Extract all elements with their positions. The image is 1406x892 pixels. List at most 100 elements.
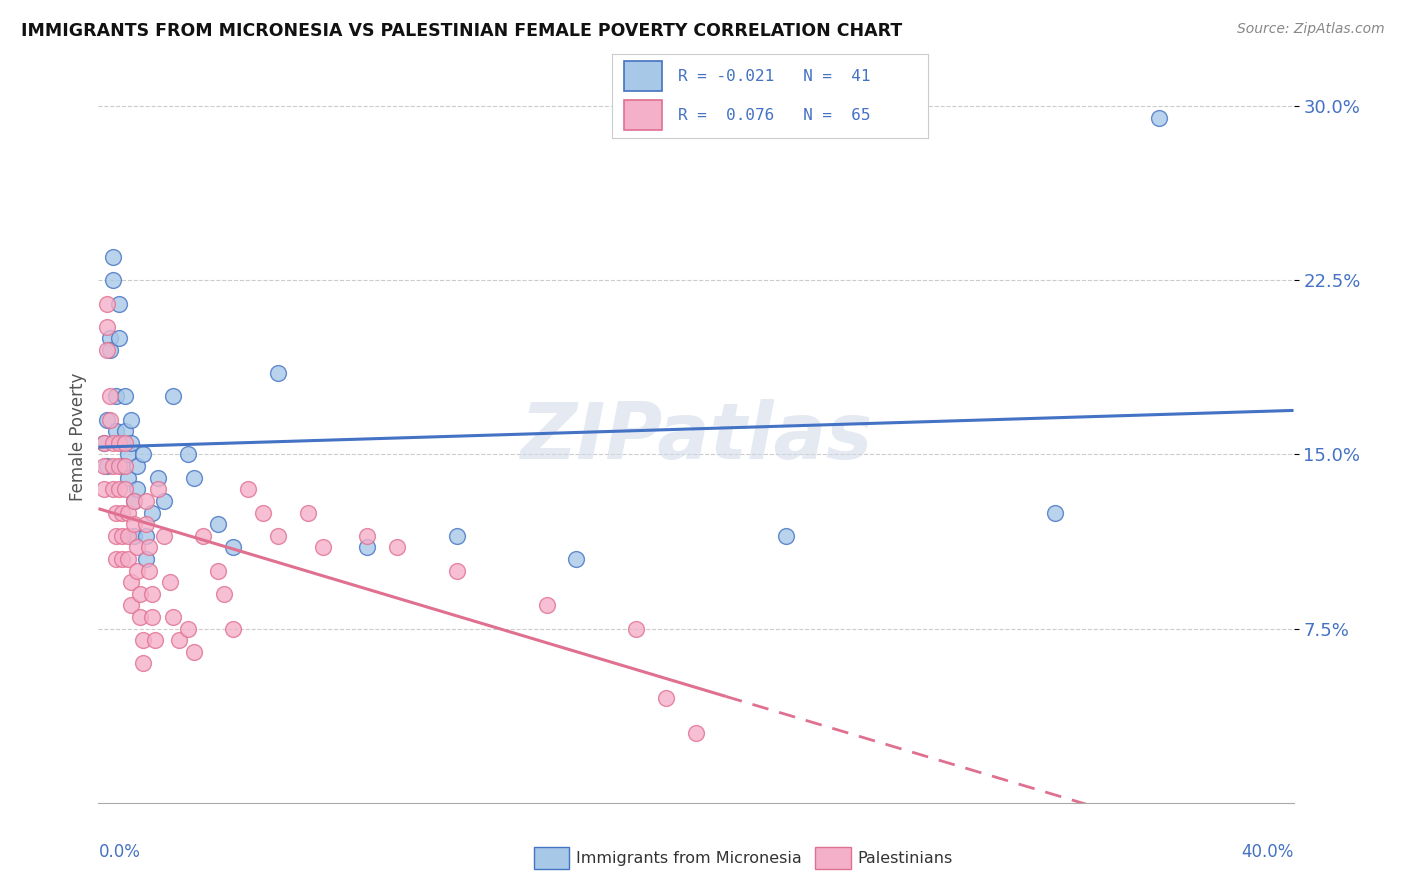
Point — [96, 459, 118, 474]
Point — [1147, 111, 1170, 125]
Text: R =  0.076   N =  65: R = 0.076 N = 65 — [678, 108, 870, 123]
Point — [120, 436, 142, 450]
Point — [124, 517, 146, 532]
Point — [135, 494, 157, 508]
Point — [120, 575, 142, 590]
Point — [124, 494, 146, 508]
Point — [159, 575, 181, 590]
Point — [127, 483, 149, 497]
Point — [98, 412, 122, 426]
Point — [114, 424, 136, 438]
Y-axis label: Female Poverty: Female Poverty — [69, 373, 87, 501]
Point — [103, 436, 125, 450]
Text: 0.0%: 0.0% — [98, 843, 141, 861]
Point — [98, 389, 122, 403]
Point — [775, 529, 797, 543]
Point — [108, 483, 131, 497]
Point — [356, 541, 378, 555]
Point — [138, 564, 160, 578]
Point — [111, 436, 134, 450]
Point — [212, 587, 235, 601]
Text: Palestinians: Palestinians — [858, 851, 953, 865]
Point — [536, 599, 558, 613]
Point — [98, 343, 122, 357]
Point — [98, 331, 122, 345]
Point — [117, 471, 139, 485]
Point — [685, 726, 707, 740]
Point — [565, 552, 588, 566]
Point — [114, 459, 136, 474]
Point — [124, 494, 146, 508]
Point — [177, 448, 200, 462]
Point — [108, 459, 131, 474]
Point — [153, 494, 176, 508]
Point — [111, 552, 134, 566]
Bar — [624, 62, 662, 91]
Point — [108, 436, 131, 450]
Point — [267, 529, 290, 543]
Point — [236, 483, 259, 497]
Point — [129, 610, 152, 624]
Text: Source: ZipAtlas.com: Source: ZipAtlas.com — [1237, 22, 1385, 37]
Point — [96, 343, 118, 357]
Point — [117, 529, 139, 543]
Point — [96, 412, 118, 426]
Point — [103, 250, 125, 264]
Point — [132, 448, 155, 462]
Point — [446, 529, 468, 543]
Point — [117, 448, 139, 462]
Point — [143, 633, 166, 648]
Point — [103, 459, 125, 474]
Point — [117, 506, 139, 520]
Point — [105, 389, 128, 403]
Point — [356, 529, 378, 543]
Bar — [624, 100, 662, 130]
Point — [222, 622, 245, 636]
Point — [135, 517, 157, 532]
Point — [148, 483, 170, 497]
Point — [103, 273, 125, 287]
Point — [385, 541, 409, 555]
Point — [162, 389, 184, 403]
Point — [297, 506, 319, 520]
Point — [105, 506, 128, 520]
Point — [127, 459, 149, 474]
Point — [93, 436, 115, 450]
Point — [124, 529, 146, 543]
Text: Immigrants from Micronesia: Immigrants from Micronesia — [576, 851, 803, 865]
Point — [135, 552, 157, 566]
Point — [105, 552, 128, 566]
Point — [446, 564, 468, 578]
Point — [153, 529, 176, 543]
Point — [135, 529, 157, 543]
Point — [191, 529, 214, 543]
Point — [114, 389, 136, 403]
Point — [111, 459, 134, 474]
Point — [177, 622, 200, 636]
Point — [120, 599, 142, 613]
Point — [252, 506, 274, 520]
Text: IMMIGRANTS FROM MICRONESIA VS PALESTINIAN FEMALE POVERTY CORRELATION CHART: IMMIGRANTS FROM MICRONESIA VS PALESTINIA… — [21, 22, 903, 40]
Point — [222, 541, 245, 555]
Point — [132, 633, 155, 648]
Point — [108, 296, 131, 310]
Point — [148, 471, 170, 485]
Point — [167, 633, 190, 648]
Point — [114, 436, 136, 450]
Point — [1043, 506, 1066, 520]
Point — [105, 424, 128, 438]
Point — [207, 517, 229, 532]
Point — [138, 541, 160, 555]
Point — [141, 506, 163, 520]
Point — [127, 541, 149, 555]
Point — [105, 529, 128, 543]
Point — [103, 483, 125, 497]
Text: 40.0%: 40.0% — [1241, 843, 1294, 861]
Text: R = -0.021   N =  41: R = -0.021 N = 41 — [678, 69, 870, 84]
Point — [626, 622, 648, 636]
Point — [127, 564, 149, 578]
Point — [655, 691, 678, 706]
Point — [96, 319, 118, 334]
Point — [183, 471, 205, 485]
Point — [93, 436, 115, 450]
